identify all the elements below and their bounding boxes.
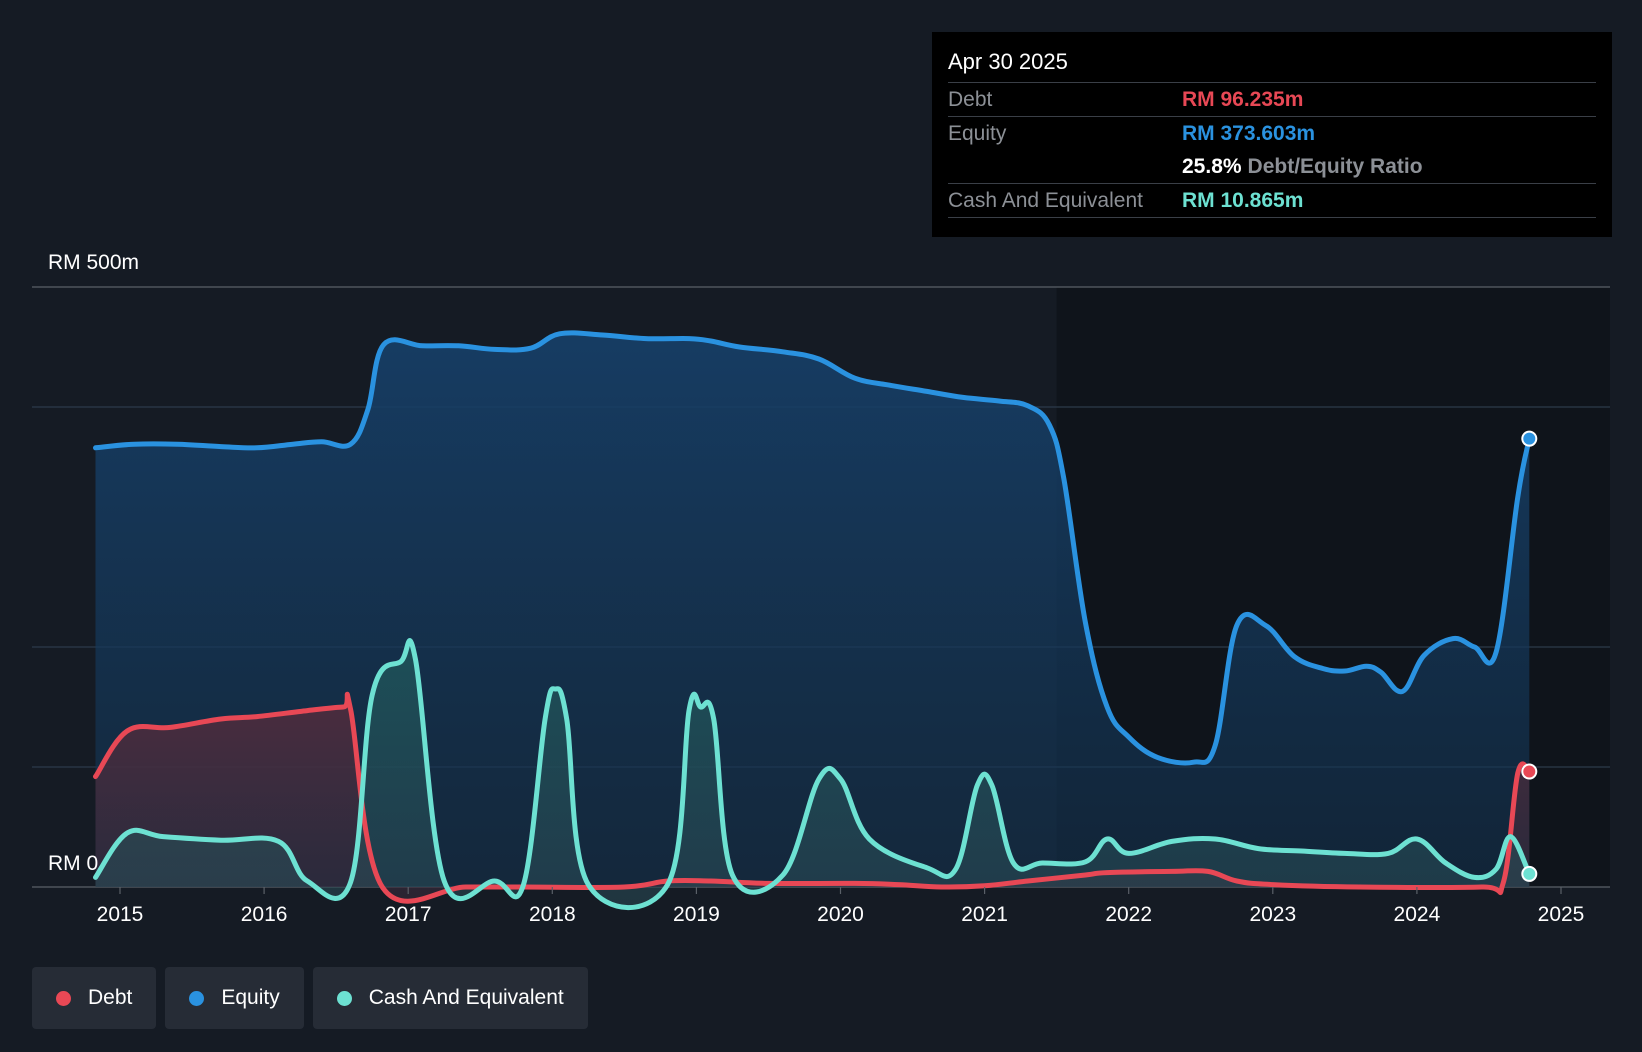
tooltip-equity-value: RM 373.603m — [1182, 122, 1316, 145]
legend-item-debt[interactable]: Debt — [32, 967, 157, 1029]
endpoint-equity[interactable] — [1521, 430, 1538, 447]
x-tick-label: 2023 — [1249, 903, 1296, 926]
x-tick-label: 2021 — [961, 903, 1008, 926]
tooltip-row-cash: Cash And Equivalent RM 10.865m — [948, 183, 1596, 218]
x-tick-label: 2017 — [385, 903, 432, 926]
legend-dot-debt-icon — [56, 990, 71, 1006]
legend-item-equity[interactable]: Equity — [165, 967, 304, 1029]
y-axis-zero-label: RM 0 — [48, 852, 98, 875]
legend-label-debt: Debt — [88, 986, 133, 1009]
legend-item-cash[interactable]: Cash And Equivalent — [312, 967, 588, 1029]
tooltip-debt-label: Debt — [948, 88, 993, 111]
legend-label-equity: Equity — [221, 986, 280, 1009]
tooltip-row-ratio: 25.8% Debt/Equity Ratio — [948, 150, 1596, 183]
series-areas — [95, 332, 1530, 908]
x-tick-label: 2022 — [1105, 903, 1152, 926]
tooltip-row-debt: Debt RM 96.235m — [948, 82, 1596, 116]
x-tick-label: 2024 — [1394, 903, 1441, 926]
x-tick-label: 2020 — [817, 903, 864, 926]
tooltip-date: Apr 30 2025 — [948, 49, 1068, 74]
endpoint-cash-and-equivalent[interactable] — [1521, 865, 1538, 882]
x-tick-label: 2019 — [673, 903, 720, 926]
tooltip-equity-label: Equity — [948, 122, 1007, 145]
tooltip: Apr 30 2025 Debt RM 96.235m Equity RM 37… — [932, 32, 1612, 237]
series-endpoints — [1521, 430, 1538, 882]
x-tick-label: 2016 — [241, 903, 288, 926]
legend-dot-cash-icon — [336, 990, 352, 1006]
y-axis-top-label: RM 500m — [48, 251, 139, 274]
x-tick-label: 2018 — [529, 903, 576, 926]
x-tick-label: 2015 — [97, 903, 144, 926]
area-equity — [95, 332, 1530, 887]
line-cash-and-equivalent — [93, 638, 1532, 910]
tooltip-row-equity: Equity RM 373.603m — [948, 116, 1596, 150]
tooltip-cash-value: RM 10.865m — [1182, 189, 1304, 212]
line-equity — [93, 330, 1532, 766]
x-axis: 2015 2016 2017 2018 2019 2020 2021 2022 2023 2024… — [97, 887, 1585, 926]
tooltip-ratio-value: 25.8% — [1182, 155, 1242, 178]
endpoint-debt[interactable] — [1521, 763, 1538, 780]
legend: Debt Equity Cash And Equivalent — [32, 967, 588, 1029]
legend-dot-equity-icon — [189, 990, 205, 1006]
x-tick-label: 2025 — [1538, 903, 1585, 926]
line-debt — [93, 691, 1532, 904]
tooltip-debt-value: RM 96.235m — [1182, 88, 1304, 111]
tooltip-cash-label: Cash And Equivalent — [948, 189, 1143, 212]
series-lines — [93, 330, 1532, 910]
tooltip-ratio-label: Debt/Equity Ratio — [1247, 155, 1423, 178]
legend-label-cash: Cash And Equivalent — [368, 986, 564, 1009]
area-cash-and-equivalent — [95, 640, 1530, 908]
